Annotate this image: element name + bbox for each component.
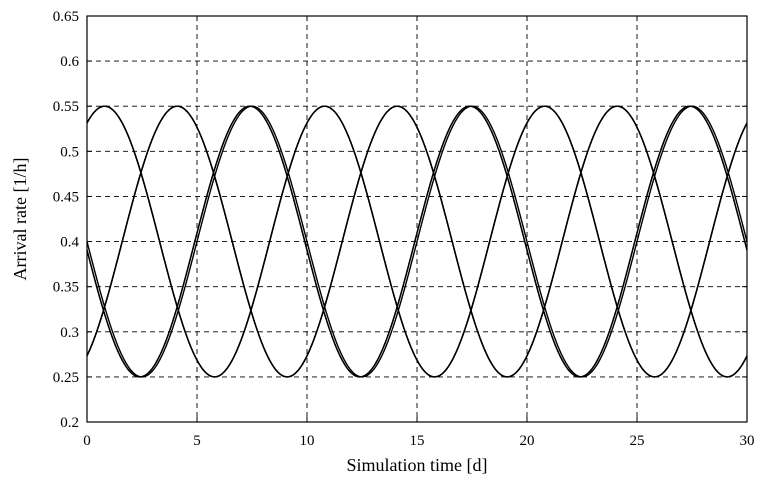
x-tick-label: 10 xyxy=(300,433,315,449)
y-tick-label: 0.35 xyxy=(53,280,79,296)
y-tick-labels: 0.2 0.25 0.3 0.35 0.4 0.45 0.5 0.55 0.6 0.65 xyxy=(53,9,80,431)
y-tick-label: 0.55 xyxy=(53,99,79,115)
axis-ticks xyxy=(86,15,748,423)
x-tick-label: 0 xyxy=(83,433,91,449)
y-tick-label: 0.5 xyxy=(60,144,79,160)
series-line-9 xyxy=(86,105,748,378)
series-line-3 xyxy=(86,105,748,378)
series-line-8 xyxy=(86,105,748,378)
x-axis-label: Simulation time [d] xyxy=(347,455,488,475)
y-tick-label: 0.6 xyxy=(60,54,79,70)
x-tick-label: 15 xyxy=(410,433,425,449)
series-lines xyxy=(86,105,748,378)
y-tick-label: 0.4 xyxy=(60,235,79,251)
y-tick-label: 0.45 xyxy=(53,189,79,205)
y-tick-label: 0.65 xyxy=(53,9,79,25)
x-tick-label: 30 xyxy=(740,433,755,449)
x-tick-label: 25 xyxy=(630,433,645,449)
x-tick-label: 20 xyxy=(520,433,535,449)
y-tick-label: 0.3 xyxy=(60,325,79,341)
x-tick-labels: 0 5 10 15 20 25 30 xyxy=(83,433,754,449)
y-axis-label: Arrival rate [1/h] xyxy=(10,158,30,281)
series-line-7 xyxy=(86,105,748,378)
y-tick-label: 0.25 xyxy=(53,370,79,386)
y-tick-label: 0.2 xyxy=(60,415,79,431)
x-tick-label: 5 xyxy=(193,433,201,449)
